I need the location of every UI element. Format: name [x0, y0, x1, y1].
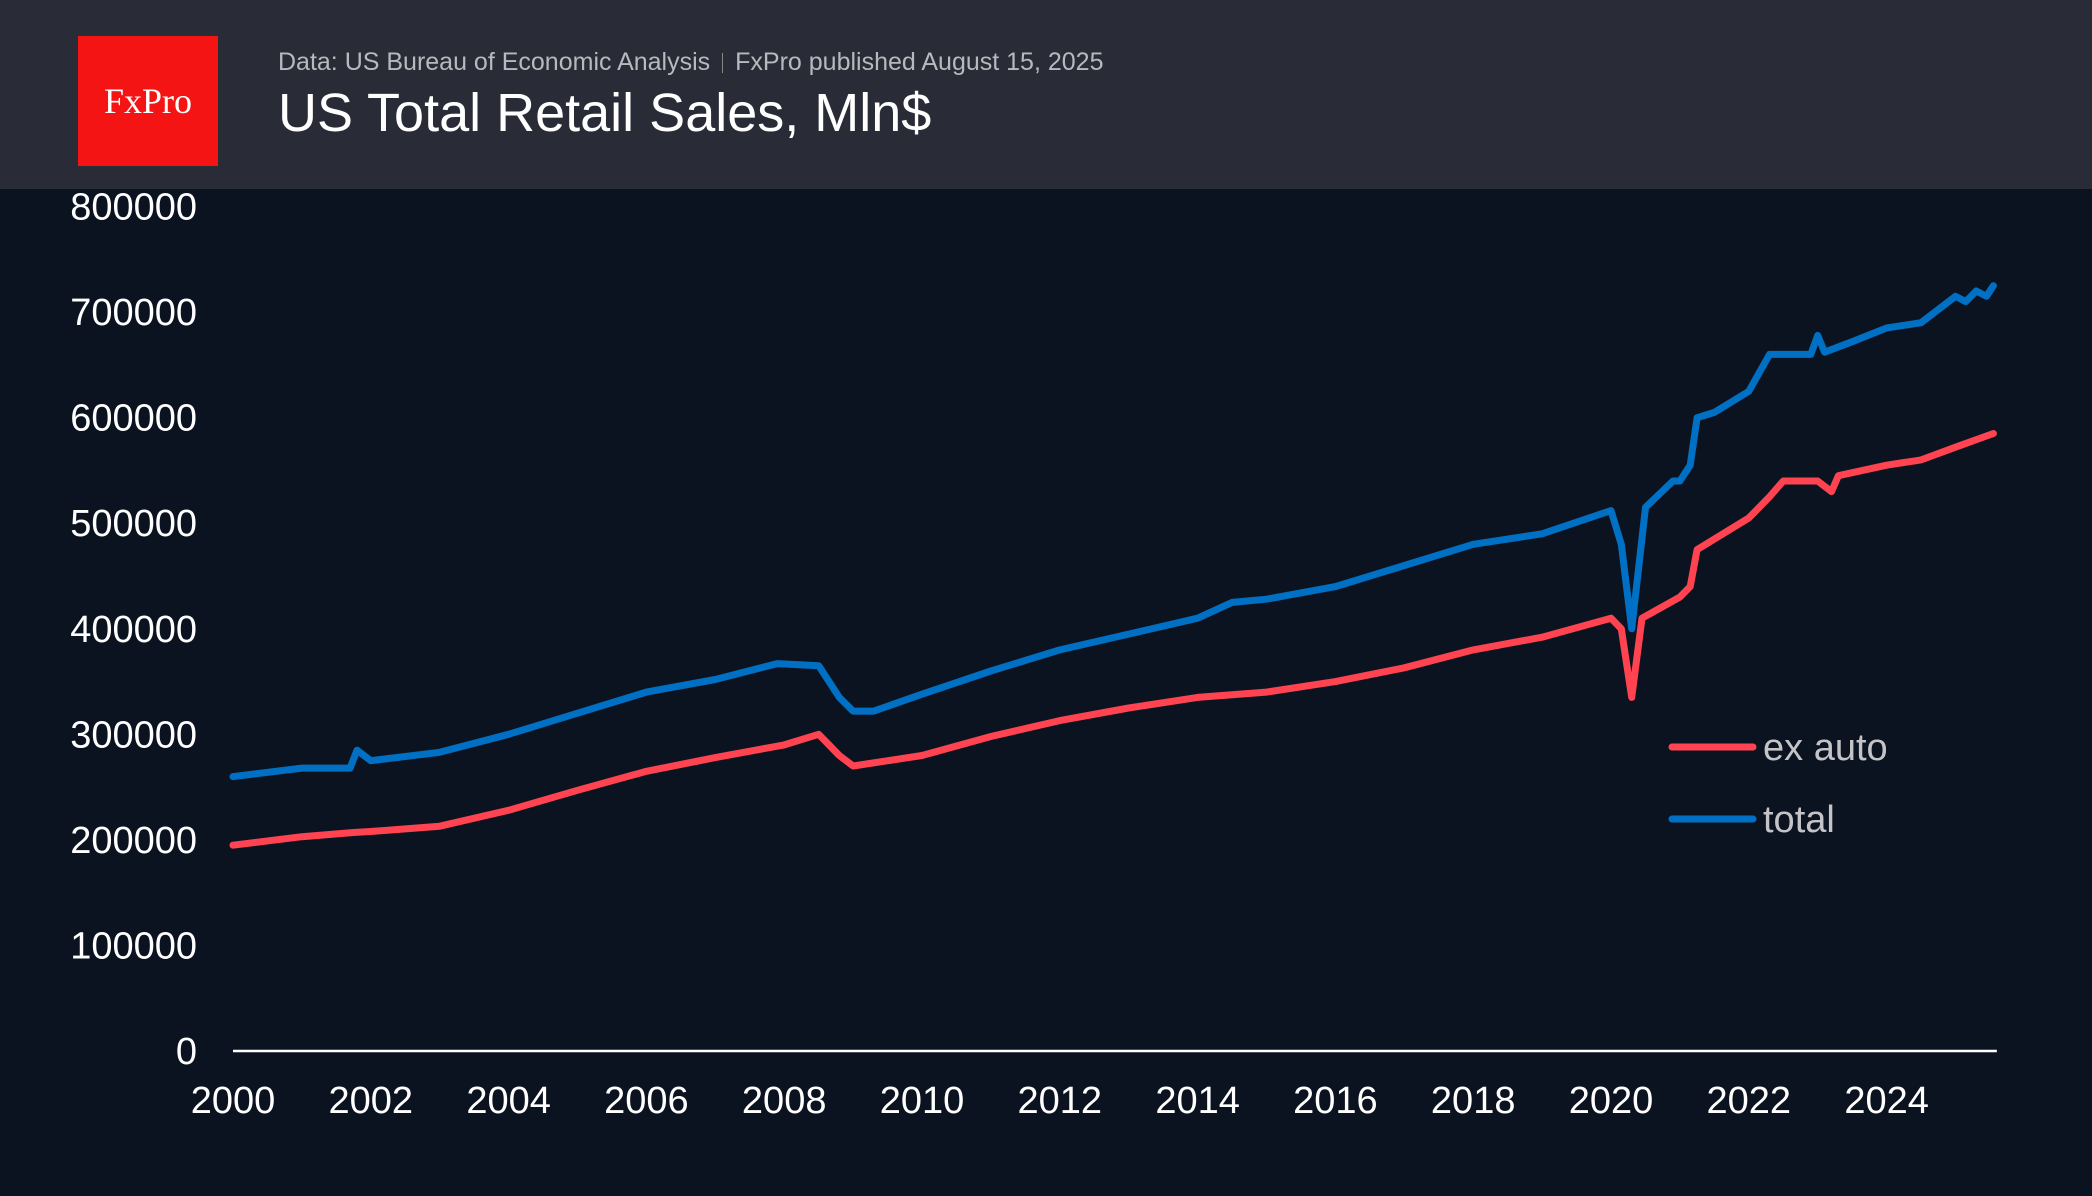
- series-line-ex-auto: [229, 430, 1997, 849]
- y-tick-label: 400000: [70, 609, 197, 651]
- published-date: FxPro published August 15, 2025: [735, 48, 1104, 76]
- header-bar: FxPro Data: US Bureau of Economic Analys…: [0, 0, 2092, 189]
- legend-label: total: [1763, 799, 1835, 841]
- y-tick-label: 0: [176, 1031, 197, 1073]
- series-line-total: [229, 282, 1997, 781]
- logo-text: FxPro: [103, 81, 193, 121]
- chart-title: US Total Retail Sales, Mln$: [278, 83, 932, 143]
- x-tick-label: 2002: [329, 1080, 414, 1122]
- y-tick-label: 200000: [70, 820, 197, 862]
- x-tick-label: 2018: [1431, 1080, 1516, 1122]
- x-tick-label: 2024: [1844, 1080, 1929, 1122]
- data-source: Data: US Bureau of Economic Analysis: [278, 48, 711, 76]
- y-tick-label: 100000: [70, 925, 197, 967]
- x-tick-label: 2012: [1018, 1080, 1103, 1122]
- separator: [722, 53, 724, 74]
- y-tick-label: 800000: [70, 187, 197, 229]
- x-tick-label: 2000: [191, 1080, 276, 1122]
- y-tick-label: 300000: [70, 714, 197, 756]
- x-tick-label: 2010: [880, 1080, 965, 1122]
- y-tick-label: 500000: [70, 503, 197, 545]
- x-tick-label: 2014: [1155, 1080, 1240, 1122]
- x-tick-label: 2016: [1293, 1080, 1378, 1122]
- x-tick-label: 2008: [742, 1080, 827, 1122]
- x-tick-label: 2004: [466, 1080, 551, 1122]
- x-tick-label: 2006: [604, 1080, 689, 1122]
- y-tick-label: 700000: [70, 292, 197, 334]
- fxpro-logo: FxPro: [78, 36, 218, 166]
- x-tick-label: 2022: [1707, 1080, 1792, 1122]
- legend-label: ex auto: [1763, 727, 1888, 769]
- subtitle: Data: US Bureau of Economic Analysis FxPr…: [278, 48, 1103, 77]
- x-tick-label: 2020: [1569, 1080, 1654, 1122]
- y-tick-label: 600000: [70, 398, 197, 440]
